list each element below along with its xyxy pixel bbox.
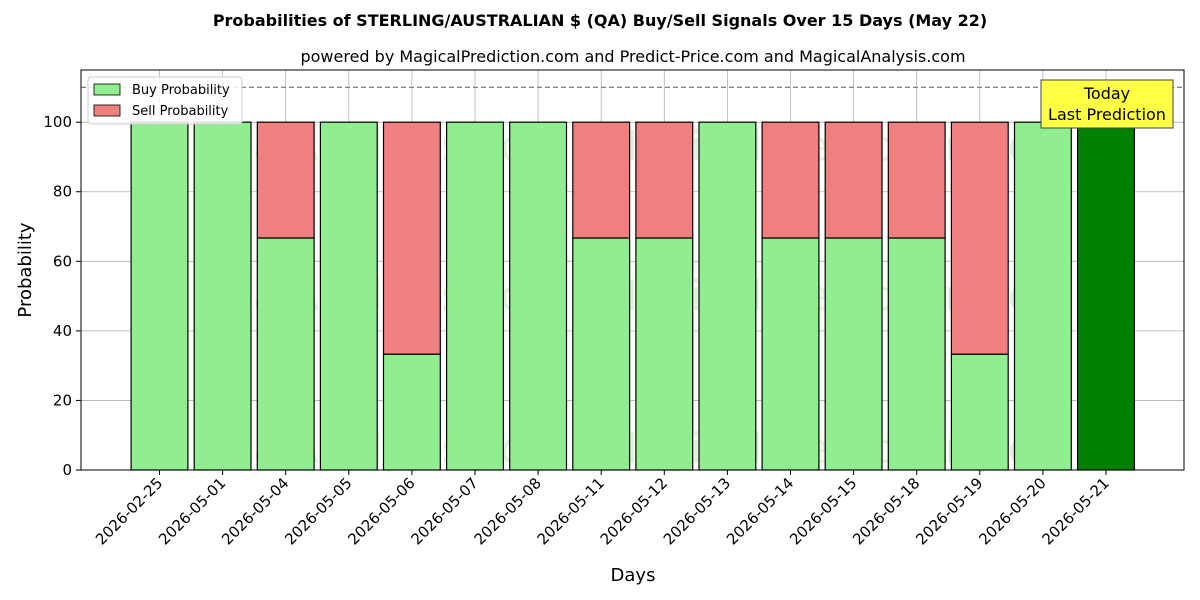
annotation-box	[1040, 79, 1174, 129]
bar-buy	[446, 121, 505, 471]
x-tick-label: 2026-05-06	[344, 474, 418, 548]
bar-buy	[698, 121, 757, 471]
y-axis-label: Probability	[15, 222, 36, 317]
bar-buy	[635, 237, 694, 471]
bar-buy	[319, 121, 378, 471]
y-tick-label: 40	[53, 322, 72, 340]
bar-buy	[572, 237, 631, 471]
annotation-line-1: Today	[1083, 84, 1130, 103]
y-tick-label: 100	[43, 113, 72, 131]
legend: Buy Probability Sell Probability	[87, 76, 243, 125]
bar-buy	[509, 121, 568, 471]
y-tick-label: 0	[62, 461, 72, 479]
x-tick-label: 2026-05-14	[723, 474, 797, 548]
x-tick-label: 2026-05-11	[534, 474, 608, 548]
bar-buy	[824, 237, 883, 471]
x-tick-label: 2026-05-04	[218, 474, 292, 548]
x-tick-label: 2026-05-08	[471, 474, 545, 548]
x-tick-label: 2026-05-18	[849, 474, 923, 548]
x-tick-label: 2026-05-20	[975, 474, 1049, 548]
bar-sell	[824, 121, 883, 239]
today-annotation: Today Last Prediction	[1040, 79, 1174, 129]
bar-sell	[572, 121, 631, 239]
legend-label-sell: Sell Probability	[132, 104, 229, 119]
bar-buy	[130, 121, 189, 471]
x-tick-label: 2026-05-15	[786, 474, 860, 548]
legend-swatch-buy	[93, 83, 121, 96]
bar-sell	[761, 121, 820, 239]
bar-buy	[761, 237, 820, 471]
x-tick-label: 2026-02-25	[92, 474, 166, 548]
x-tick-label: 2026-05-05	[281, 474, 355, 548]
bar-buy	[1076, 121, 1135, 471]
x-tick-label: 2026-05-01	[155, 474, 229, 548]
x-tick-label: 2026-05-07	[407, 474, 481, 548]
bar-sell	[887, 121, 946, 239]
chart-title: Probabilities of STERLING/AUSTRALIAN $ (…	[213, 11, 987, 30]
bar-buy	[950, 353, 1009, 471]
bar-buy	[256, 237, 315, 471]
bar-sell	[382, 121, 441, 355]
x-tick-label: 2026-05-12	[597, 474, 671, 548]
annotation-line-2: Last Prediction	[1048, 105, 1166, 124]
x-tick-label: 2026-05-13	[660, 474, 734, 548]
plot-frame	[80, 69, 1185, 471]
bar-sell	[635, 121, 694, 239]
bar-sell	[950, 121, 1009, 355]
bar-buy	[887, 237, 946, 471]
x-axis-label: Days	[611, 565, 656, 586]
legend-box	[87, 76, 243, 125]
bar-buy	[193, 121, 252, 471]
bar-sell	[256, 121, 315, 239]
bars	[130, 121, 1135, 471]
legend-swatch-sell	[93, 104, 121, 117]
y-tick-label: 80	[53, 183, 72, 201]
x-tick-label: 2026-05-21	[1038, 474, 1112, 548]
y-tick-label: 20	[53, 391, 72, 409]
chart-subtitle: powered by MagicalPrediction.com and Pre…	[300, 47, 965, 66]
x-tick-label: 2026-05-19	[912, 474, 986, 548]
legend-label-buy: Buy Probability	[132, 83, 230, 98]
y-tick-label: 60	[53, 252, 72, 270]
bar-buy	[382, 353, 441, 471]
bar-buy	[1013, 121, 1072, 471]
